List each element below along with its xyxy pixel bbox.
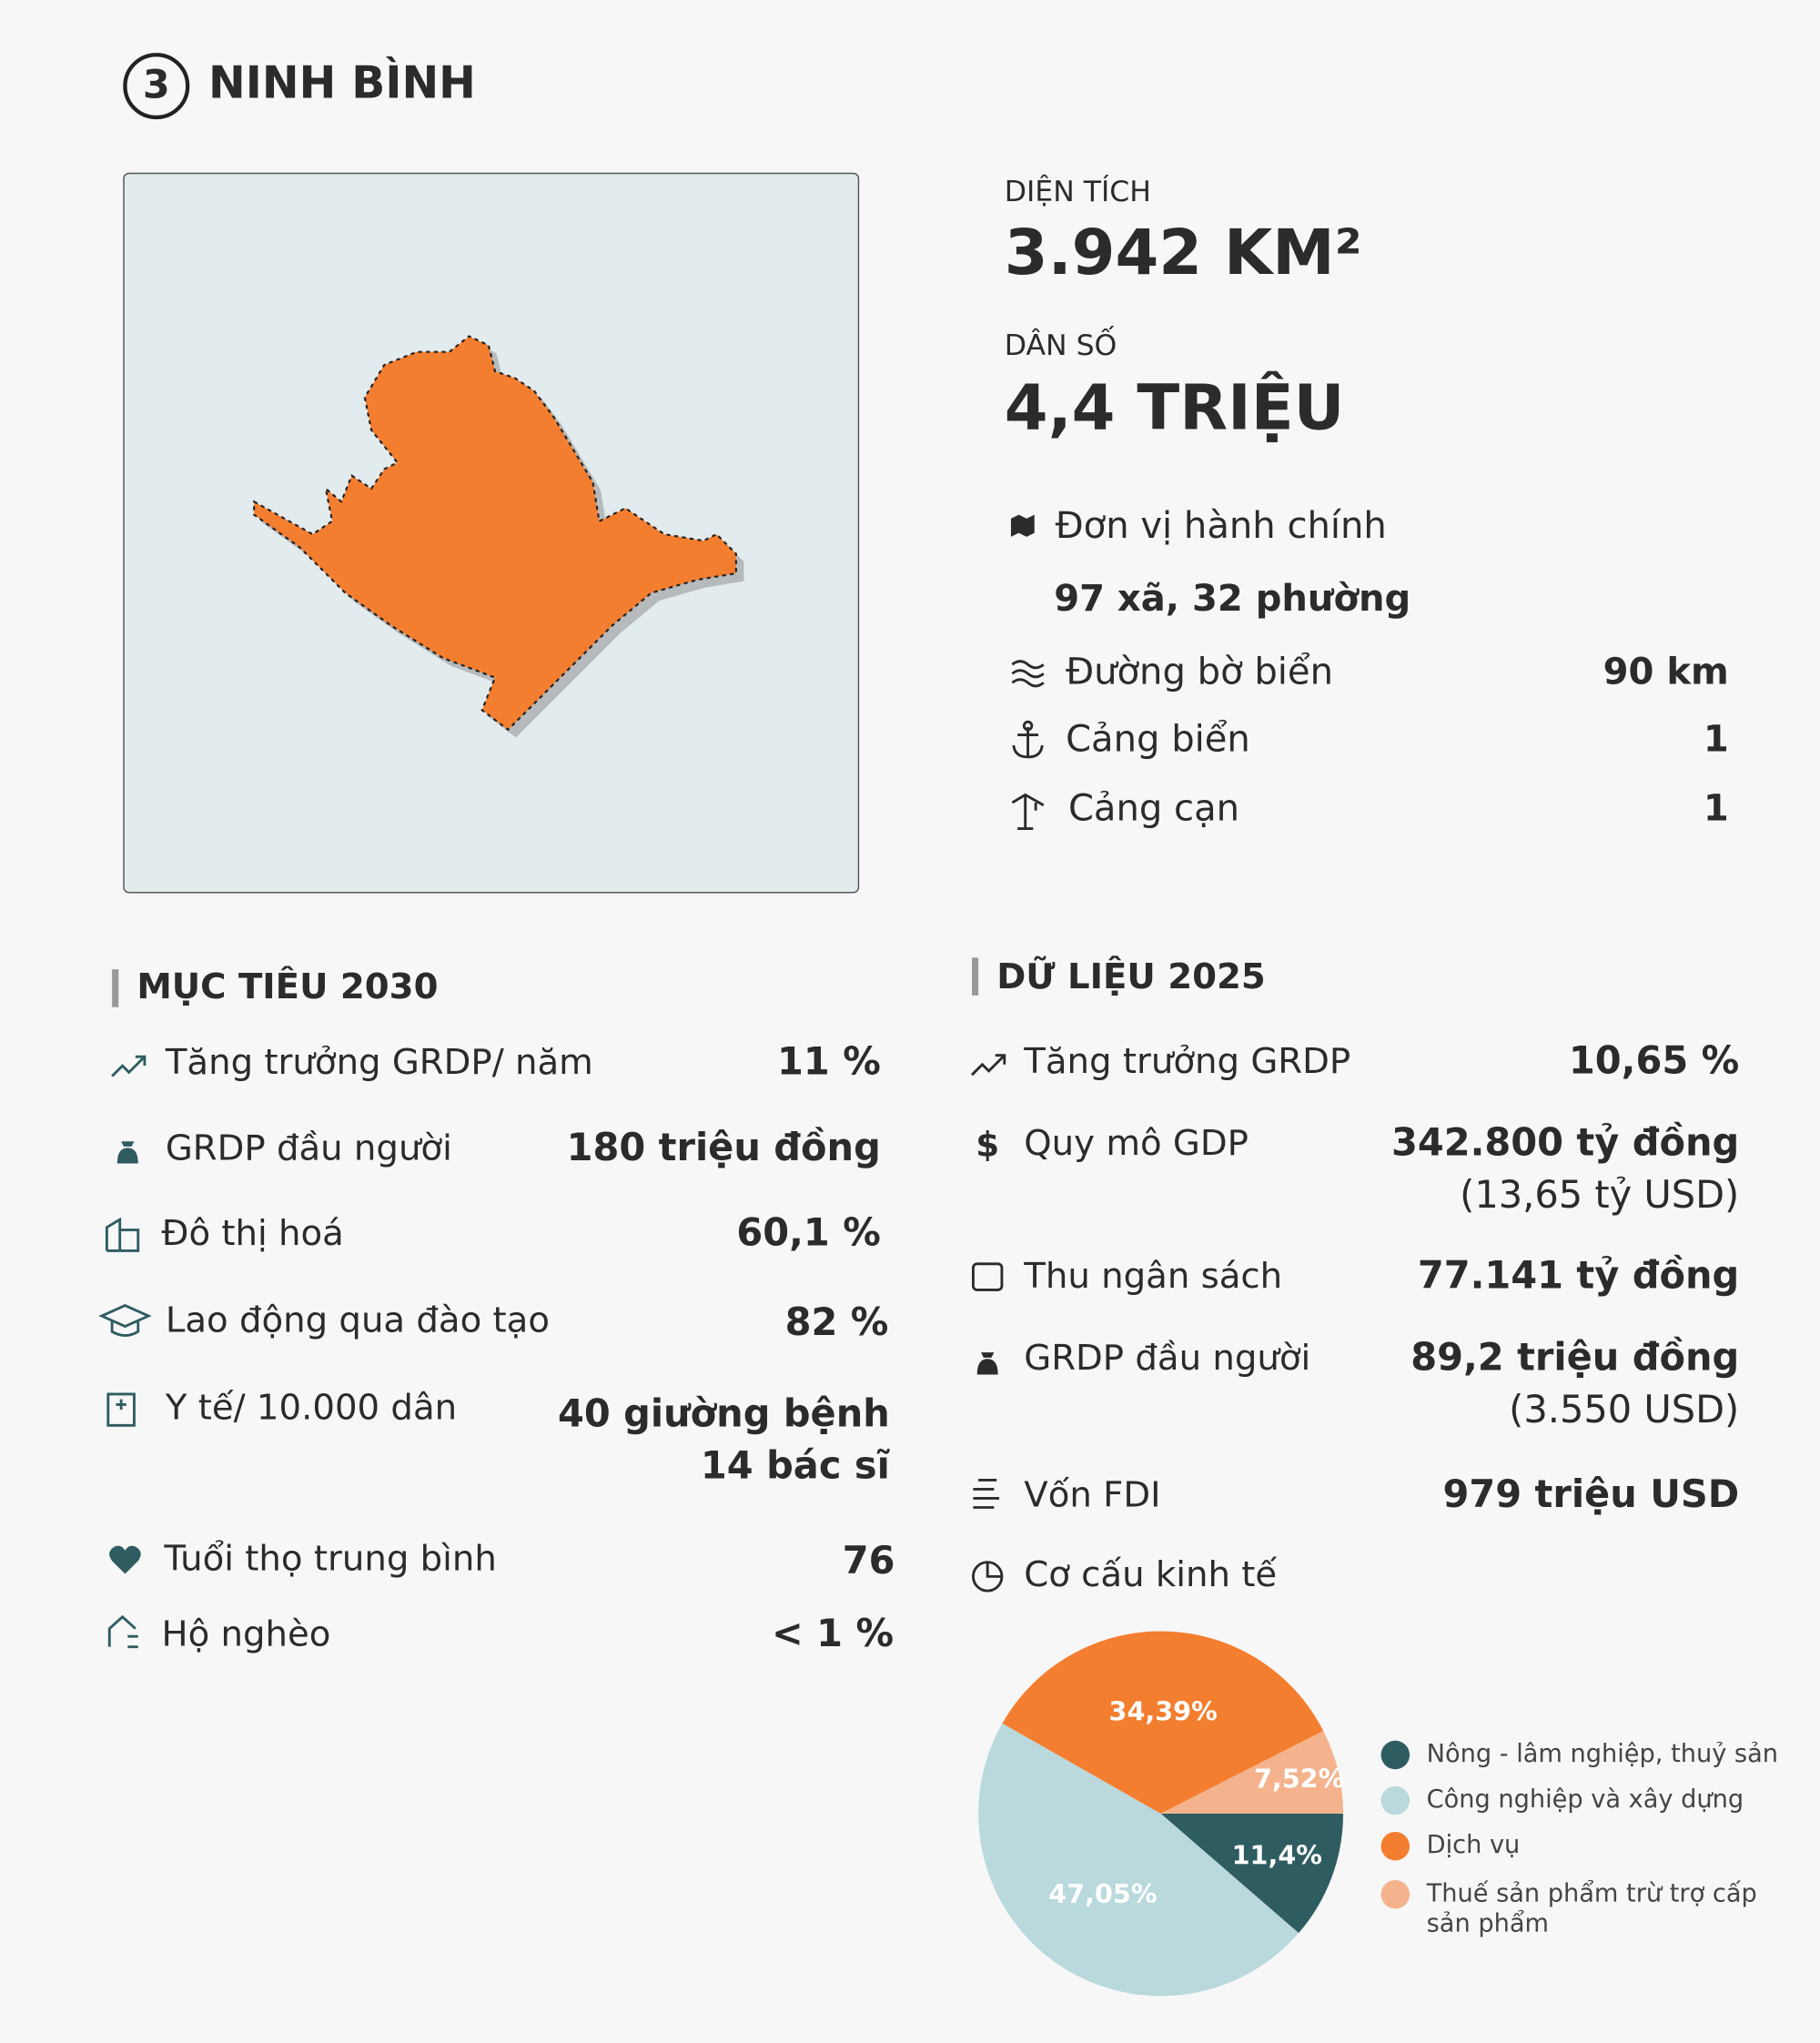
target-value: < 1 % bbox=[772, 1611, 894, 1655]
slice-label: 7,52% bbox=[1254, 1763, 1344, 1794]
legend-label: Nông - lâm nghiệp, thuỷ sản bbox=[1427, 1740, 1778, 1768]
target-value: 14 bác sĩ bbox=[701, 1443, 891, 1488]
legend-label: Thuế sản phẩm trừ trợ cấp sản phẩm bbox=[1426, 1879, 1757, 1937]
pie-slice bbox=[1160, 1813, 1344, 1934]
data-value: 342.800 tỷ đồng bbox=[1391, 1120, 1739, 1165]
target-value: 11 % bbox=[777, 1039, 881, 1084]
data-value: 10,65 % bbox=[1569, 1037, 1739, 1082]
data-label: Thu ngân sách bbox=[1023, 1256, 1282, 1297]
data-label: Cơ cấu kinh tế bbox=[1024, 1554, 1277, 1595]
infra-label: Cảng cạn bbox=[1068, 788, 1239, 830]
target-label: GRDP đầu người bbox=[166, 1128, 452, 1169]
data-label: GRDP đầu người bbox=[1024, 1338, 1310, 1379]
area-label: DIỆN TÍCH bbox=[1005, 174, 1151, 208]
pie-slice bbox=[1160, 1731, 1344, 1814]
province-number: 3 bbox=[143, 63, 170, 108]
infra-label: Cảng biển bbox=[1066, 719, 1250, 761]
data-label: Vốn FDI bbox=[1024, 1475, 1160, 1516]
target-label: Lao động qua đào tạo bbox=[166, 1300, 550, 1341]
pie-slice bbox=[1002, 1631, 1324, 1814]
target-label: Y tế/ 10.000 dân bbox=[165, 1388, 457, 1429]
slice-label: 11,4% bbox=[1232, 1840, 1322, 1871]
data-value: 979 triệu USD bbox=[1442, 1472, 1739, 1516]
population-label: DÂN SỐ bbox=[1005, 324, 1117, 362]
infra-value: 1 bbox=[1704, 788, 1729, 830]
admin-label: Đơn vị hành chính bbox=[1056, 505, 1387, 547]
target-value: 40 giường bệnh bbox=[558, 1391, 890, 1435]
map-shape bbox=[253, 335, 744, 738]
infra-value: 1 bbox=[1704, 719, 1729, 761]
target-value: 76 bbox=[843, 1538, 895, 1583]
targets-title: MỤC TIÊU 2030 bbox=[136, 965, 438, 1007]
slice-label: 47,05% bbox=[1048, 1878, 1157, 1909]
target-label: Tuổi thọ trung bình bbox=[163, 1539, 497, 1580]
data-value: 89,2 triệu đồng bbox=[1410, 1335, 1739, 1380]
area-value: 3.942 KM² bbox=[1005, 217, 1362, 289]
slice-label: 34,39% bbox=[1109, 1696, 1218, 1727]
svg-text:$: $ bbox=[976, 1124, 999, 1164]
number-badge bbox=[123, 53, 190, 120]
admin-value: 97 xã, 32 phường bbox=[1054, 578, 1410, 620]
legend-swatch bbox=[1380, 1879, 1410, 1909]
legend-swatch bbox=[1380, 1785, 1410, 1815]
target-value: 82 % bbox=[785, 1300, 889, 1344]
map-icon bbox=[1010, 514, 1035, 537]
target-icons bbox=[98, 1055, 152, 1649]
target-label: Tăng trưởng GRDP/ năm bbox=[165, 1042, 593, 1083]
target-label: Hộ nghèo bbox=[162, 1614, 331, 1655]
data-value: 77.141 tỷ đồng bbox=[1418, 1253, 1739, 1298]
pie-slice bbox=[978, 1723, 1299, 1997]
legend-swatch bbox=[1380, 1831, 1410, 1861]
data-label: Tăng trưởng GRDP bbox=[1023, 1041, 1350, 1082]
data-value: (3.550 USD) bbox=[1509, 1387, 1739, 1431]
section-bar bbox=[112, 969, 119, 1007]
data-label: Quy mô GDP bbox=[1024, 1123, 1249, 1164]
province-title: NINH BÌNH bbox=[208, 57, 476, 109]
data-2025-title: DỮ LIỆU 2025 bbox=[996, 955, 1266, 997]
infra-icons bbox=[1011, 660, 1045, 831]
population-value: 4,4 TRIỆU bbox=[1005, 369, 1345, 445]
target-value: 180 triệu đồng bbox=[567, 1125, 881, 1169]
data-icons: $ bbox=[970, 1054, 1006, 1593]
section-bar bbox=[972, 957, 979, 996]
target-label: Đô thị hoá bbox=[162, 1213, 344, 1254]
pie-chart: 11,4% 47,05% 34,39% 7,52% Nông - lâm nghiệp,… bbox=[978, 1631, 1778, 1997]
legend-label: Dịch vụ bbox=[1427, 1831, 1521, 1859]
infra-label: Đường bờ biển bbox=[1066, 651, 1333, 693]
data-value: (13,65 tỷ USD) bbox=[1460, 1172, 1739, 1217]
legend-swatch bbox=[1380, 1740, 1410, 1770]
target-value: 60,1 % bbox=[736, 1209, 880, 1254]
infra-value: 90 km bbox=[1603, 651, 1729, 693]
legend-label: Công nghiệp và xây dựng bbox=[1427, 1785, 1744, 1814]
